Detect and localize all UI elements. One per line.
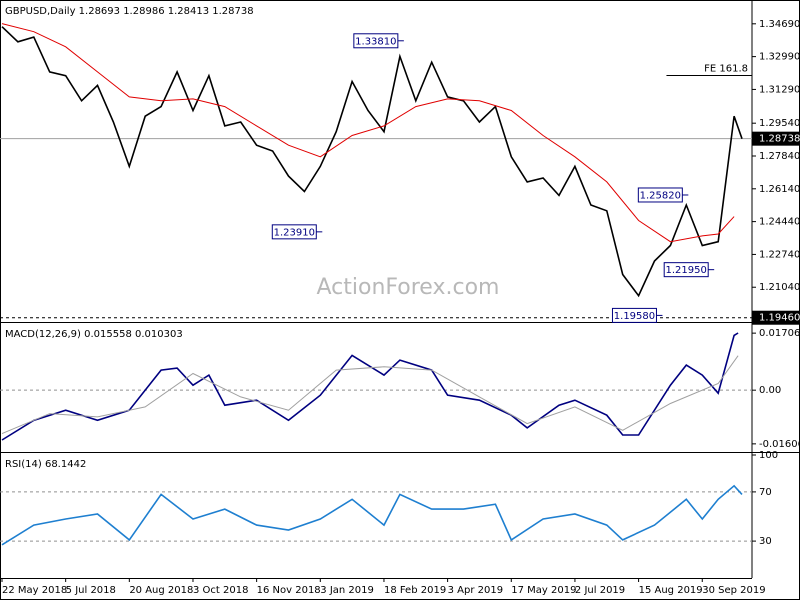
annotation-label: 1.19580 (614, 311, 655, 322)
annotation-box (353, 33, 399, 49)
watermark: ActionForex.com (317, 275, 500, 300)
x-tick-label: 17 May 2019 (511, 585, 576, 596)
x-tick-label: 22 May 2018 (2, 585, 67, 596)
y-tick-label: 1.21040 (759, 282, 800, 293)
annotation-label: 1.23910 (274, 227, 315, 238)
level-label: 1.19460 (759, 313, 800, 324)
fe-label: FE 161.8 (704, 64, 748, 75)
x-tick-label: 5 Jul 2018 (66, 585, 116, 596)
y-tick-label: 30 (759, 536, 772, 547)
x-tick-label: 30 Sep 2019 (702, 585, 765, 596)
annotation-box (611, 307, 657, 323)
y-tick-label: 70 (759, 487, 772, 498)
y-tick-label: 1.31290 (759, 84, 800, 95)
y-tick-label: 0.00 (759, 385, 781, 396)
x-tick-label: 3 Apr 2019 (448, 585, 503, 596)
annotation-label: 1.33810 (355, 36, 396, 47)
pane-title: GBPUSD,Daily 1.28693 1.28986 1.28413 1.2… (5, 6, 254, 17)
series-line (1, 23, 735, 243)
annotation-box (637, 187, 683, 203)
series-line (1, 332, 739, 441)
pane-title: RSI(14) 68.1442 (5, 459, 86, 470)
annotation-box (271, 224, 317, 240)
y-tick-label: 1.29540 (759, 118, 800, 129)
x-tick-label: 3 Jan 2019 (320, 585, 374, 596)
y-tick-label: 1.24440 (759, 217, 800, 228)
y-tick-label: 100 (759, 450, 778, 461)
x-tick-label: 20 Aug 2018 (129, 585, 193, 596)
x-tick-label: 18 Feb 2019 (384, 585, 446, 596)
y-tick-label: 1.34690 (759, 19, 800, 30)
annotation-label: 1.25820 (640, 190, 681, 201)
y-tick-label: 0.017064 (759, 328, 800, 339)
annotation-label: 1.21950 (666, 265, 707, 276)
x-tick-label: 2 Jul 2019 (575, 585, 625, 596)
pane-title: MACD(12,26,9) 0.015558 0.010303 (5, 329, 183, 340)
x-tick-label: 16 Nov 2018 (257, 585, 321, 596)
series-line (1, 484, 743, 546)
level-label-box (752, 310, 800, 325)
y-tick-label: -0.016063 (759, 439, 800, 450)
price-label-box (752, 131, 800, 146)
y-tick-label: 1.32990 (759, 52, 800, 63)
y-tick-label: 1.27840 (759, 151, 800, 162)
x-tick-label: 3 Oct 2018 (193, 585, 248, 596)
price-label: 1.28738 (759, 134, 800, 145)
series-line (1, 355, 739, 435)
annotation-box (663, 262, 709, 278)
y-tick-label: 1.26140 (759, 184, 800, 195)
series-line (1, 26, 743, 298)
y-tick-label: 1.22740 (759, 249, 800, 260)
x-tick-label: 15 Aug 2019 (639, 585, 703, 596)
